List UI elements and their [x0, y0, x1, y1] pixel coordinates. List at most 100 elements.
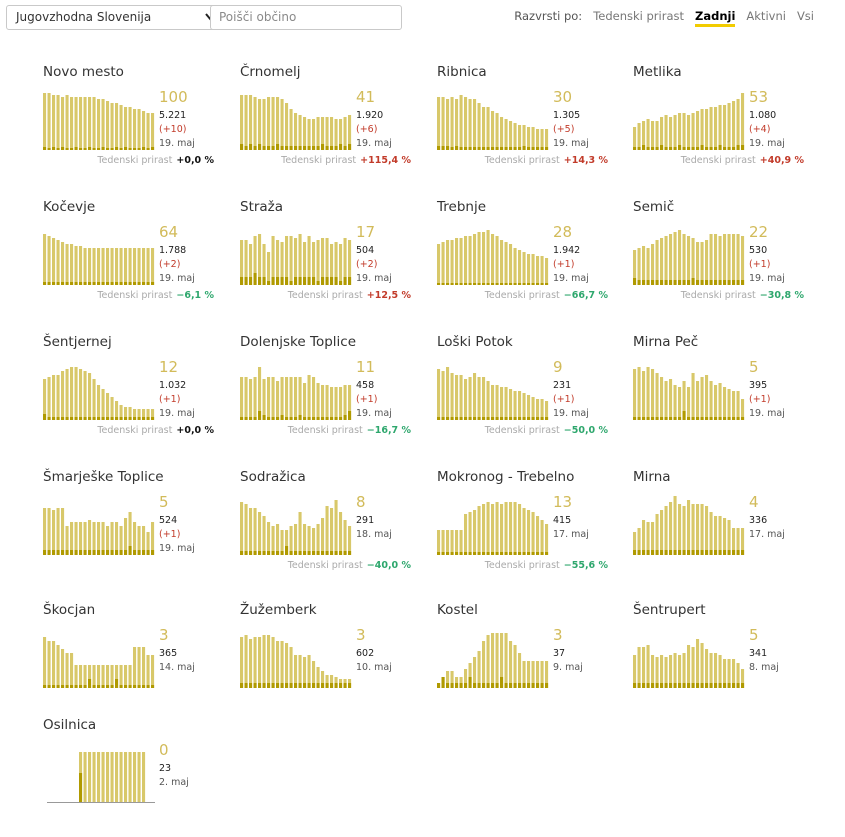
active-cases-bar: [633, 655, 637, 688]
municipality-card[interactable]: Semič 22 530 (+1) 19. maj Tedenski prirast −30…: [633, 199, 804, 319]
active-cases-bar: [459, 95, 463, 150]
new-cases-bar: [276, 683, 280, 688]
new-cases-bar: [348, 144, 352, 150]
active-cases-bar: [718, 383, 722, 420]
new-cases-bar: [74, 147, 78, 150]
new-cases-bar: [298, 146, 302, 150]
sort-option-weekly[interactable]: Tedenski prirast: [593, 9, 684, 23]
municipality-card[interactable]: Mirna 4 336 17. maj: [633, 469, 793, 589]
municipality-card[interactable]: Osilnica 0 23 2. maj: [43, 717, 203, 837]
sort-option-latest[interactable]: Zadnji: [695, 9, 736, 27]
municipality-card[interactable]: Sodražica 8 291 18. maj Tedenski prirast −40,…: [240, 469, 411, 589]
municipality-card[interactable]: Šentrupert 5 341 8. maj: [633, 602, 793, 722]
active-cases-bar: [482, 232, 486, 285]
active-cases-bar: [258, 637, 262, 688]
active-cases-bar: [110, 248, 114, 285]
new-cases-bar: [473, 683, 477, 688]
municipality-card[interactable]: Kostel 3 37 9. maj: [437, 602, 597, 722]
active-cases-bar: [669, 655, 673, 688]
municipality-card[interactable]: Škocjan 3 365 14. maj: [43, 602, 203, 722]
active-cases-bar: [651, 522, 655, 555]
active-cases-bar: [151, 248, 155, 285]
new-cases-bar: [473, 283, 477, 285]
active-cases-bar: [642, 647, 646, 688]
active-cases-bar: [682, 506, 686, 555]
active-cases-bar: [477, 506, 481, 555]
active-cases-bar: [92, 97, 96, 150]
active-cases-bar: [723, 659, 727, 688]
active-cases-bar: [673, 232, 677, 285]
active-cases-bar: [267, 377, 271, 420]
active-cases-bar: [294, 655, 298, 688]
sort-option-all[interactable]: Vsi: [796, 9, 814, 23]
search-input[interactable]: Poišči občino: [210, 5, 402, 30]
daily-change: (+1): [749, 259, 771, 270]
weekly-growth-value: +115,4 %: [360, 155, 411, 166]
active-cases-bar: [52, 238, 56, 285]
new-cases-bar: [518, 147, 522, 150]
active-cases-bar: [330, 675, 334, 688]
weekly-growth: Tedenski prirast +0,0 %: [97, 155, 214, 166]
region-select[interactable]: Jugovzhodna Slovenija: [6, 5, 225, 30]
municipality-card[interactable]: Šmarješke Toplice 5 524 (+1) 19. maj: [43, 469, 203, 589]
new-cases-bar: [43, 414, 47, 420]
municipality-card[interactable]: Metlika 53 1.080 (+4) 19. maj Tedenski priras…: [633, 64, 804, 184]
active-cases-bar: [61, 242, 65, 285]
municipality-card[interactable]: Straža 17 504 (+2) 19. maj Tedenski prirast +1…: [240, 199, 411, 319]
municipality-card[interactable]: Dolenjske Toplice 11 458 (+1) 19. maj Tedensk…: [240, 334, 411, 454]
active-cases-bar: [298, 115, 302, 150]
new-cases-bar: [280, 146, 284, 150]
new-cases-bar: [330, 277, 334, 285]
municipality-card[interactable]: Mirna Peč 5 395 (+1) 19. maj: [633, 334, 793, 454]
new-cases-bar: [294, 146, 298, 150]
new-cases-bar: [110, 685, 114, 688]
weekly-growth: Tedenski prirast −55,6 %: [485, 560, 608, 571]
new-cases-bar: [646, 683, 650, 688]
active-cases-bar: [646, 367, 650, 420]
municipality-card[interactable]: Novo mesto 100 5.221 (+10) 19. maj Tedenski p…: [43, 64, 214, 184]
active-cases-bar: [468, 663, 472, 688]
active-cases-bar: [289, 109, 293, 150]
sort-option-active[interactable]: Aktivni: [746, 9, 786, 23]
active-cases-bar: [437, 97, 441, 150]
municipality-card[interactable]: Žužemberk 3 602 10. maj: [240, 602, 400, 722]
active-cases-bar: [119, 248, 123, 285]
active-cases-bar: [88, 752, 92, 803]
active-cases-bar: [110, 103, 114, 150]
last-update-date: 19. maj: [159, 273, 195, 284]
municipality-card[interactable]: Kočevje 64 1.788 (+2) 19. maj Tedenski priras…: [43, 199, 214, 319]
active-cases-bar: [97, 752, 101, 803]
municipality-card[interactable]: Ribnica 30 1.305 (+5) 19. maj Tedenski priras…: [437, 64, 608, 184]
daily-change: (+1): [749, 394, 771, 405]
municipality-name: Trebnje: [437, 199, 487, 215]
active-cases-bar: [249, 244, 253, 285]
municipality-card[interactable]: Trebnje 28 1.942 (+1) 19. maj Tedenski priras…: [437, 199, 608, 319]
new-cases-bar: [705, 280, 709, 285]
active-cases-bar: [732, 528, 736, 555]
active-cases-bar: [97, 99, 101, 150]
municipality-card[interactable]: Mokronog - Trebelno 13 415 17. maj Tedenski …: [437, 469, 608, 589]
new-cases-bar: [146, 148, 150, 150]
new-cases-bar: [88, 147, 92, 150]
new-cases-bar: [714, 280, 718, 285]
active-cases-bar: [669, 502, 673, 555]
active-cases-bar: [723, 105, 727, 150]
active-cases-bar: [633, 127, 637, 150]
active-cases-bar: [83, 752, 87, 803]
new-cases-bar: [151, 550, 155, 555]
active-cases-number: 5: [749, 358, 759, 376]
new-cases-bar: [718, 145, 722, 150]
active-cases-bar: [65, 369, 69, 420]
municipality-name: Šentjernej: [43, 334, 112, 350]
municipality-card[interactable]: Črnomelj 41 1.920 (+6) 19. maj Tedenski prira…: [240, 64, 411, 184]
active-cases-bar: [128, 665, 132, 688]
new-cases-bar: [664, 417, 668, 420]
active-cases-bar: [312, 661, 316, 688]
last-update-date: 8. maj: [749, 662, 779, 673]
municipality-card[interactable]: Šentjernej 12 1.032 (+1) 19. maj Tedenski pri…: [43, 334, 214, 454]
active-cases-bar: [678, 655, 682, 688]
active-cases-bar: [244, 240, 248, 285]
active-cases-bar: [330, 387, 334, 420]
municipality-card[interactable]: Loški Potok 9 231 (+1) 19. maj Tedenski prira…: [437, 334, 608, 454]
new-cases-bar: [691, 683, 695, 688]
